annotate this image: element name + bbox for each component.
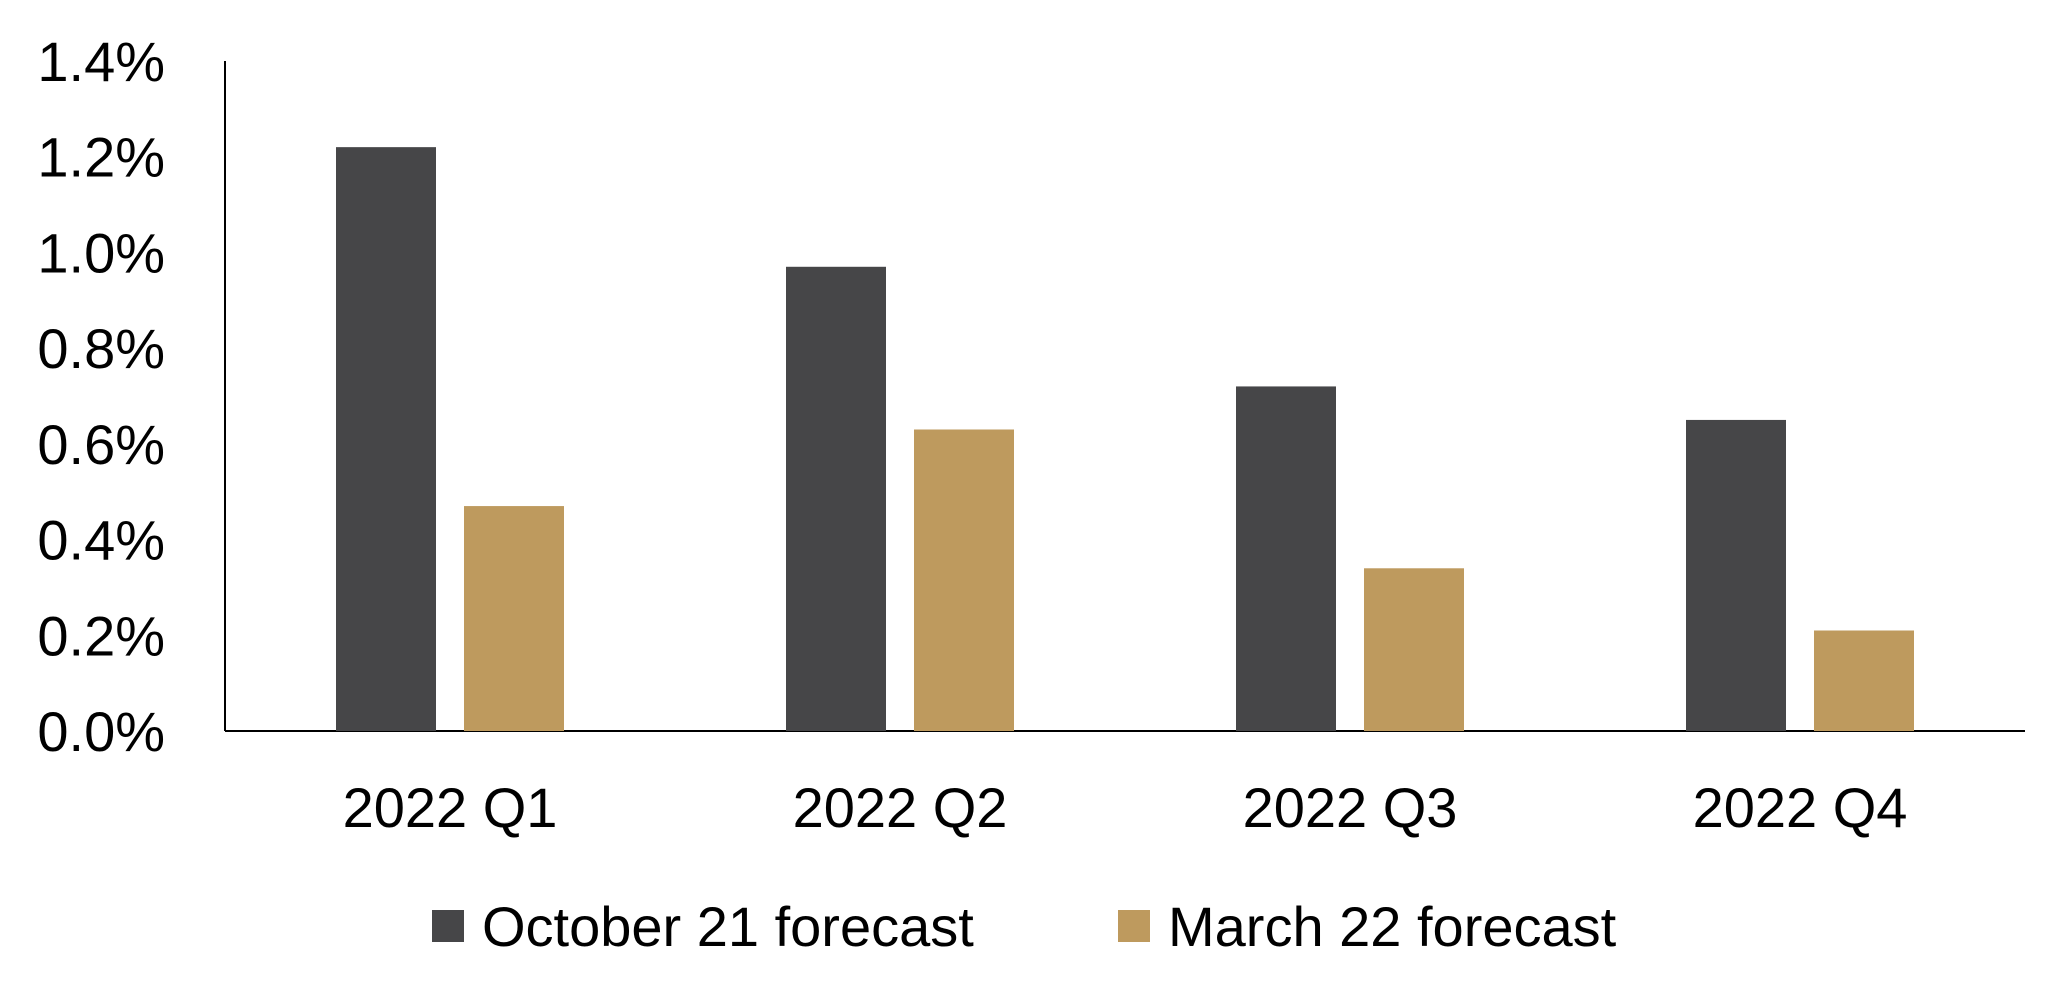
y-tick-label: 0.0%	[37, 700, 165, 763]
x-tick-label: 2022 Q1	[343, 776, 558, 839]
bar-march-22-forecast-2	[914, 429, 1014, 731]
bar-march-22-forecast-1	[464, 506, 564, 731]
y-axis: 0.0% 0.2% 0.4% 0.6% 0.8% 1.0% 1.2% 1.4%	[37, 30, 226, 763]
x-axis: 2022 Q1 2022 Q2 2022 Q3 2022 Q4	[225, 730, 2025, 839]
legend-item: March 22 forecast	[1118, 895, 1617, 958]
legend-label: March 22 forecast	[1168, 895, 1617, 958]
x-tick-label: 2022 Q2	[793, 776, 1008, 839]
legend-label: October 21 forecast	[482, 895, 974, 958]
y-tick-label: 1.4%	[37, 30, 165, 93]
y-tick-label: 0.6%	[37, 413, 165, 476]
y-tick-label: 0.8%	[37, 317, 165, 380]
legend-swatch	[432, 910, 464, 942]
bar-march-22-forecast-3	[1364, 568, 1464, 731]
bar-october-21-forecast-2	[786, 266, 886, 731]
bars-group	[336, 147, 1914, 732]
x-tick-label: 2022 Q4	[1693, 776, 1908, 839]
y-tick-label: 1.0%	[37, 221, 165, 284]
y-tick-label: 0.4%	[37, 509, 165, 572]
bar-october-21-forecast-1	[336, 147, 436, 732]
bar-march-22-forecast-4	[1814, 630, 1914, 731]
bar-october-21-forecast-3	[1236, 386, 1336, 731]
x-tick-label: 2022 Q3	[1243, 776, 1458, 839]
legend-item: October 21 forecast	[432, 895, 974, 958]
legend: October 21 forecast March 22 forecast	[432, 895, 1617, 958]
legend-swatch	[1118, 910, 1150, 942]
y-tick-label: 0.2%	[37, 604, 165, 667]
bar-october-21-forecast-4	[1686, 419, 1786, 731]
y-tick-label: 1.2%	[37, 126, 165, 189]
